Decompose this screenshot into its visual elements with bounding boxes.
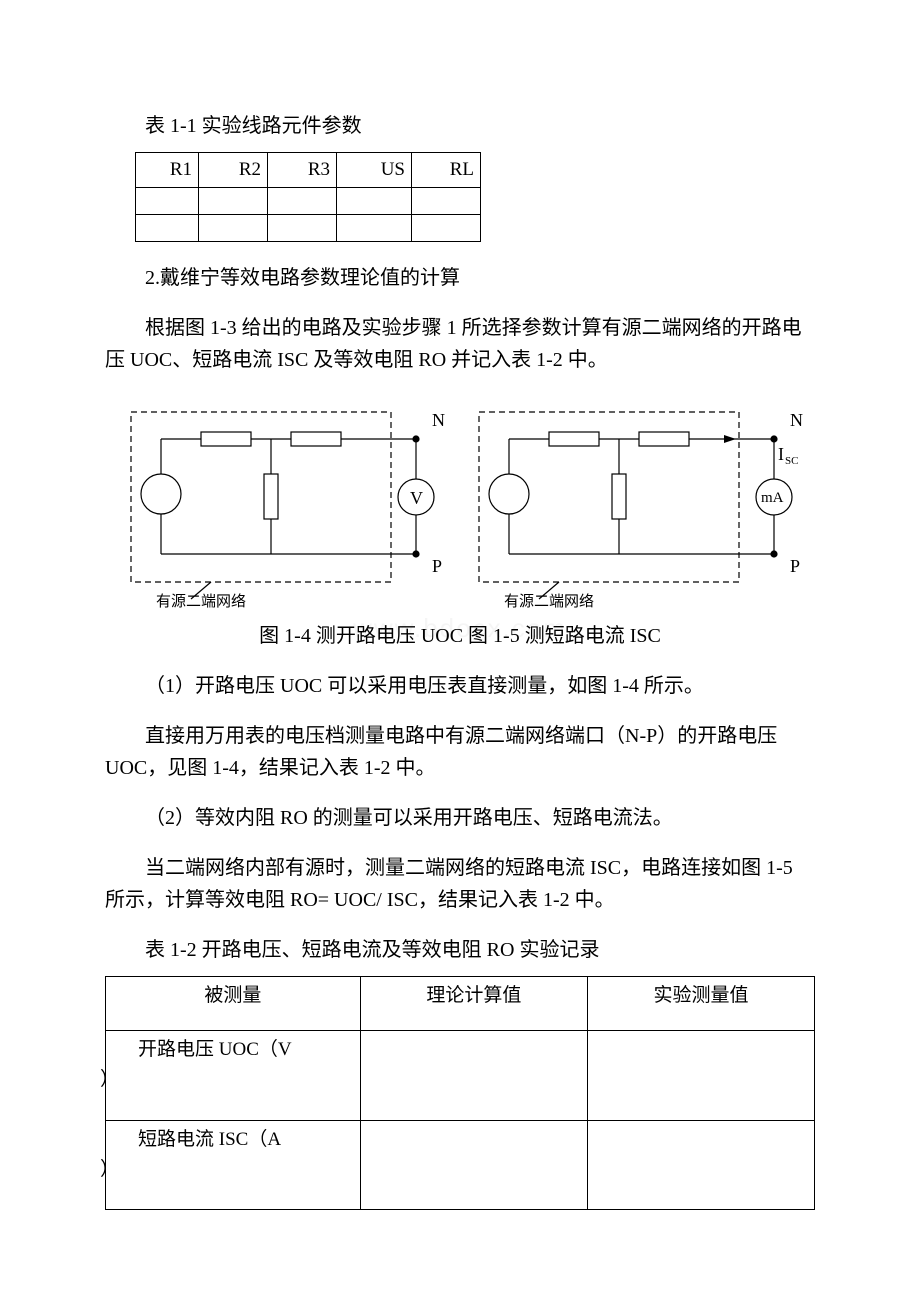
page-content: 表 1-1 实验线路元件参数 R1 R2 R3 US RL 2.戴维宁等效电路参…	[0, 0, 920, 1290]
annot-right: 有源二端网络	[504, 593, 594, 610]
table2-h2: 理论计算值	[360, 977, 587, 1030]
table1-h4: US	[337, 153, 412, 188]
table1-row-1	[136, 188, 481, 215]
table1-h2: R2	[199, 153, 268, 188]
label-mA-meter: mA	[761, 490, 784, 506]
table1-r1c1	[136, 188, 199, 215]
table1-r1c3	[268, 188, 337, 215]
table2-r1c1: 开路电压 UOC（V）	[106, 1030, 361, 1120]
table2-r1c1-paren: ）	[100, 1065, 119, 1095]
table2-h1: 被测量	[106, 977, 361, 1030]
table1-r2c1	[136, 215, 199, 242]
table1-caption: 表 1-1 实验线路元件参数	[105, 110, 815, 142]
table1-r1c4	[337, 188, 412, 215]
table1-r2c5	[412, 215, 481, 242]
label-P-left: P	[432, 556, 442, 576]
para-5: 直接用万用表的电压档测量电路中有源二端网络端口（N-P）的开路电压 UOC，见图…	[105, 720, 815, 784]
para-7: 当二端网络内部有源时，测量二端网络的短路电流 ISC，电路连接如图 1-5 所示…	[105, 852, 815, 916]
table2-caption: 表 1-2 开路电压、短路电流及等效电阻 RO 实验记录	[105, 934, 815, 966]
table2-row-2: 短路电流 ISC（A）	[106, 1120, 815, 1210]
table2-r2c2	[360, 1120, 587, 1210]
table2-r2c1: 短路电流 ISC（A）	[106, 1120, 361, 1210]
table2-r1c1-text: 开路电压 UOC（V	[138, 1039, 292, 1060]
label-Isc: I	[778, 444, 784, 464]
table1-h3: R3	[268, 153, 337, 188]
table-1-1: R1 R2 R3 US RL	[135, 152, 481, 242]
table2-r1c3	[587, 1030, 814, 1120]
annot-left: 有源二端网络	[156, 593, 246, 610]
table2-row-1: 开路电压 UOC（V）	[106, 1030, 815, 1120]
para-section2: 2.戴维宁等效电路参数理论值的计算	[105, 262, 815, 294]
figure-caption: www.bdocx.com 图 1-4 测开路电压 UOC 图 1-5 测短路电…	[105, 620, 815, 652]
figure-caption-text: 图 1-4 测开路电压 UOC 图 1-5 测短路电流 ISC	[259, 625, 661, 647]
figure-row: N V P 有源二端网络	[105, 394, 815, 614]
table1-row-2	[136, 215, 481, 242]
table2-r1c2	[360, 1030, 587, 1120]
table1-r2c2	[199, 215, 268, 242]
label-Isc-sub: SC	[785, 455, 798, 467]
table1-h1: R1	[136, 153, 199, 188]
table2-r2c3	[587, 1120, 814, 1210]
table1-header-row: R1 R2 R3 US RL	[136, 153, 481, 188]
label-N-right: N	[790, 410, 803, 430]
table1-r1c2	[199, 188, 268, 215]
table1-r1c5	[412, 188, 481, 215]
figure-1-5: N I SC mA P 有源二端网络	[464, 394, 804, 614]
para-desc: 根据图 1-3 给出的电路及实验步骤 1 所选择参数计算有源二端网络的开路电压 …	[105, 312, 815, 376]
table1-h5: RL	[412, 153, 481, 188]
table2-h3: 实验测量值	[587, 977, 814, 1030]
figure-1-4: N V P 有源二端网络	[116, 394, 446, 614]
table2-header-row: 被测量 理论计算值 实验测量值	[106, 977, 815, 1030]
label-N-left: N	[432, 410, 445, 430]
label-P-right: P	[790, 556, 800, 576]
table-1-2: 被测量 理论计算值 实验测量值 开路电压 UOC（V） 短路电流 ISC（A）	[105, 976, 815, 1210]
label-V-meter: V	[410, 488, 423, 508]
para-6: （2）等效内阻 RO 的测量可以采用开路电压、短路电流法。	[105, 802, 815, 834]
table1-r2c3	[268, 215, 337, 242]
table1-r2c4	[337, 215, 412, 242]
table2-r2c1-paren: ）	[100, 1155, 119, 1185]
para-4: （1）开路电压 UOC 可以采用电压表直接测量，如图 1-4 所示。	[105, 670, 815, 702]
table2-r2c1-text: 短路电流 ISC（A	[138, 1129, 281, 1150]
